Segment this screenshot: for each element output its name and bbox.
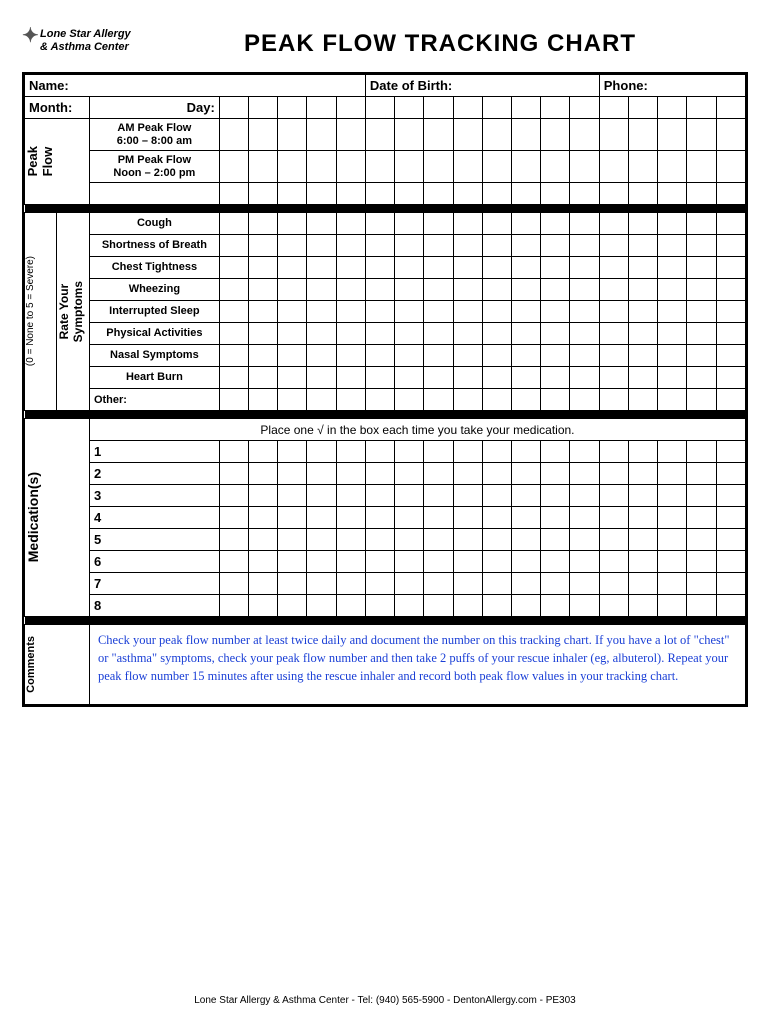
meds-heading: Medication(s) (25, 419, 90, 617)
info-row: Name: Date of Birth: Phone: (25, 75, 746, 97)
symptom-row: Nasal Symptoms (25, 345, 746, 367)
page-title: PEAK FLOW TRACKING CHART (132, 18, 748, 58)
logo-line2: & Asthma Center (40, 41, 129, 53)
page-footer: Lone Star Allergy & Asthma Center - Tel:… (0, 995, 770, 1006)
separator (25, 617, 746, 625)
logo-line1: Lone Star Allergy (40, 28, 131, 40)
comments-heading: Comments (25, 625, 90, 705)
name-field[interactable]: Name: (25, 75, 366, 97)
symptom-row: Shortness of Breath (25, 235, 746, 257)
peakflow-heading: PeakFlow (25, 119, 90, 205)
symptom-row: Heart Burn (25, 367, 746, 389)
peakflow-row-blank (25, 183, 746, 205)
meds-instruction-row: Medication(s) Place one √ in the box eac… (25, 419, 746, 441)
symptom-row: Physical Activities (25, 323, 746, 345)
symptom-row: Chest Tightness (25, 257, 746, 279)
med-row: 8 (25, 595, 746, 617)
separator (25, 205, 746, 213)
chart-table: Name: Date of Birth: Phone: Month: Day: … (24, 74, 746, 705)
separator (25, 411, 746, 419)
symptoms-scale: (0 = None to 5 = Severe) (25, 213, 57, 411)
med-row: 4 (25, 507, 746, 529)
star-icon: ✦ (22, 24, 39, 48)
med-row: 5 (25, 529, 746, 551)
med-row: 7 (25, 573, 746, 595)
med-row: 1 (25, 441, 746, 463)
phone-field[interactable]: Phone: (599, 75, 745, 97)
med-row: 2 (25, 463, 746, 485)
meds-instruction: Place one √ in the box each time you tak… (89, 419, 745, 441)
med-row: 3 (25, 485, 746, 507)
med-row: 6 (25, 551, 746, 573)
symptom-other-row: Other: (25, 389, 746, 411)
symptoms-heading: Rate YourSymptoms (57, 213, 89, 411)
header: ✦ Lone Star Allergy & Asthma Center PEAK… (22, 18, 748, 58)
pm-label: PM Peak FlowNoon – 2:00 pm (89, 151, 219, 183)
symptom-row: Wheezing (25, 279, 746, 301)
clinic-logo: ✦ Lone Star Allergy & Asthma Center (22, 18, 132, 54)
month-label: Month: (25, 97, 90, 119)
comments-row: Comments Check your peak flow number at … (25, 625, 746, 705)
comments-text: Check your peak flow number at least twi… (89, 625, 745, 705)
peakflow-row-am: PeakFlow AM Peak Flow6:00 – 8:00 am (25, 119, 746, 151)
day-label: Day: (89, 97, 219, 119)
tracking-chart: Name: Date of Birth: Phone: Month: Day: … (22, 72, 748, 707)
symptom-row: (0 = None to 5 = Severe) Rate YourSympto… (25, 213, 746, 235)
symptom-row: Interrupted Sleep (25, 301, 746, 323)
am-label: AM Peak Flow6:00 – 8:00 am (89, 119, 219, 151)
peakflow-row-pm: PM Peak FlowNoon – 2:00 pm (25, 151, 746, 183)
month-row: Month: Day: (25, 97, 746, 119)
dob-field[interactable]: Date of Birth: (365, 75, 599, 97)
